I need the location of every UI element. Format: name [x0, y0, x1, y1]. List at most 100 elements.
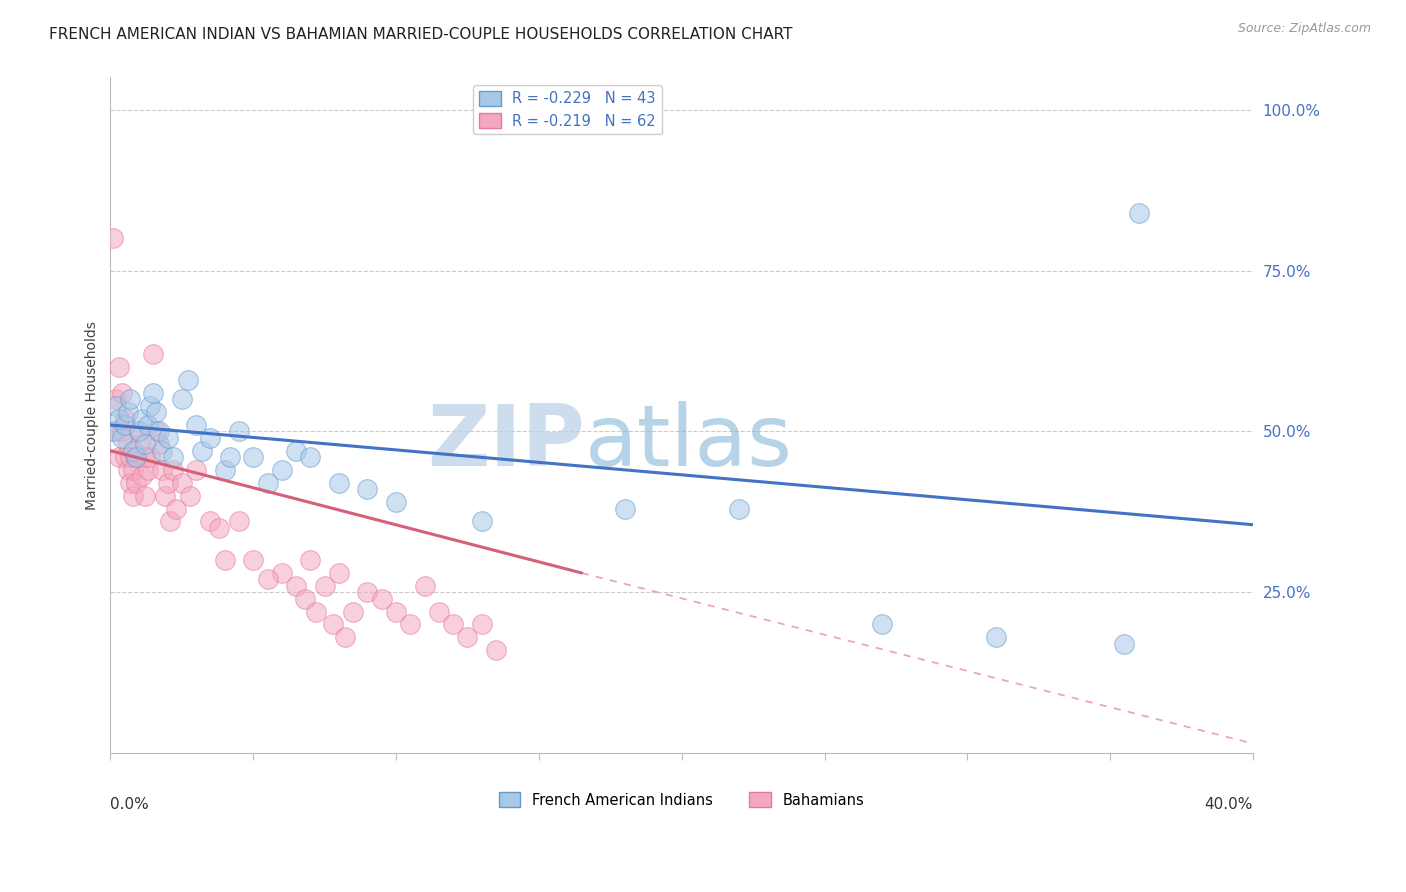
Point — [128, 425, 150, 439]
Point — [328, 566, 350, 580]
Point — [128, 437, 150, 451]
Point — [156, 475, 179, 490]
Point — [285, 443, 308, 458]
Point — [399, 617, 422, 632]
Point — [170, 475, 193, 490]
Point — [165, 501, 187, 516]
Text: FRENCH AMERICAN INDIAN VS BAHAMIAN MARRIED-COUPLE HOUSEHOLDS CORRELATION CHART: FRENCH AMERICAN INDIAN VS BAHAMIAN MARRI… — [49, 27, 793, 42]
Point — [371, 591, 394, 606]
Point — [111, 431, 134, 445]
Y-axis label: Married-couple Households: Married-couple Households — [86, 321, 100, 509]
Point — [328, 475, 350, 490]
Point — [111, 425, 134, 439]
Point — [471, 617, 494, 632]
Point — [485, 643, 508, 657]
Text: ZIP: ZIP — [427, 401, 585, 483]
Point — [105, 392, 128, 407]
Point — [105, 399, 128, 413]
Point — [270, 566, 292, 580]
Point — [270, 463, 292, 477]
Point — [122, 443, 145, 458]
Point — [114, 450, 136, 464]
Point — [150, 463, 173, 477]
Text: Source: ZipAtlas.com: Source: ZipAtlas.com — [1237, 22, 1371, 36]
Point — [242, 450, 264, 464]
Point — [111, 385, 134, 400]
Point — [314, 579, 336, 593]
Point — [117, 405, 139, 419]
Point — [427, 605, 450, 619]
Point — [131, 411, 153, 425]
Point — [148, 437, 170, 451]
Point — [214, 463, 236, 477]
Point — [191, 443, 214, 458]
Point — [228, 515, 250, 529]
Point — [356, 483, 378, 497]
Point — [120, 475, 142, 490]
Point — [145, 425, 167, 439]
Point — [122, 489, 145, 503]
Point — [176, 373, 198, 387]
Point — [256, 573, 278, 587]
Text: atlas: atlas — [585, 401, 793, 483]
Point — [242, 553, 264, 567]
Point — [105, 425, 128, 439]
Text: 0.0%: 0.0% — [111, 797, 149, 812]
Point — [613, 501, 636, 516]
Point — [456, 630, 478, 644]
Point — [142, 347, 165, 361]
Point — [128, 425, 150, 439]
Point — [385, 495, 408, 509]
Point — [103, 231, 125, 245]
Point — [342, 605, 364, 619]
Point — [184, 417, 207, 432]
Point — [120, 450, 142, 464]
Legend: French American Indians, Bahamians: French American Indians, Bahamians — [492, 787, 870, 814]
Point — [285, 579, 308, 593]
Point — [142, 385, 165, 400]
Point — [162, 450, 184, 464]
Point — [134, 489, 156, 503]
Point — [108, 359, 131, 374]
Point — [179, 489, 201, 503]
Point — [356, 585, 378, 599]
Point — [299, 450, 322, 464]
Point — [148, 425, 170, 439]
Point — [117, 463, 139, 477]
Point — [1128, 205, 1150, 219]
Point — [170, 392, 193, 407]
Point — [156, 431, 179, 445]
Point — [108, 450, 131, 464]
Point — [150, 443, 173, 458]
Point — [208, 521, 231, 535]
Point — [117, 437, 139, 451]
Point — [305, 605, 328, 619]
Point — [413, 579, 436, 593]
Point — [471, 515, 494, 529]
Point — [103, 425, 125, 439]
Point — [200, 431, 222, 445]
Point — [299, 553, 322, 567]
Point — [228, 425, 250, 439]
Point — [114, 411, 136, 425]
Point — [870, 617, 893, 632]
Point — [122, 463, 145, 477]
Point — [131, 469, 153, 483]
Point — [134, 437, 156, 451]
Point — [125, 475, 148, 490]
Point — [134, 450, 156, 464]
Point — [120, 392, 142, 407]
Point — [333, 630, 356, 644]
Point — [114, 417, 136, 432]
Point — [159, 515, 181, 529]
Point — [1114, 637, 1136, 651]
Point — [136, 417, 159, 432]
Point — [441, 617, 464, 632]
Point — [153, 489, 176, 503]
Point — [385, 605, 408, 619]
Point — [294, 591, 316, 606]
Point — [184, 463, 207, 477]
Point — [139, 399, 162, 413]
Point — [125, 450, 148, 464]
Point — [219, 450, 242, 464]
